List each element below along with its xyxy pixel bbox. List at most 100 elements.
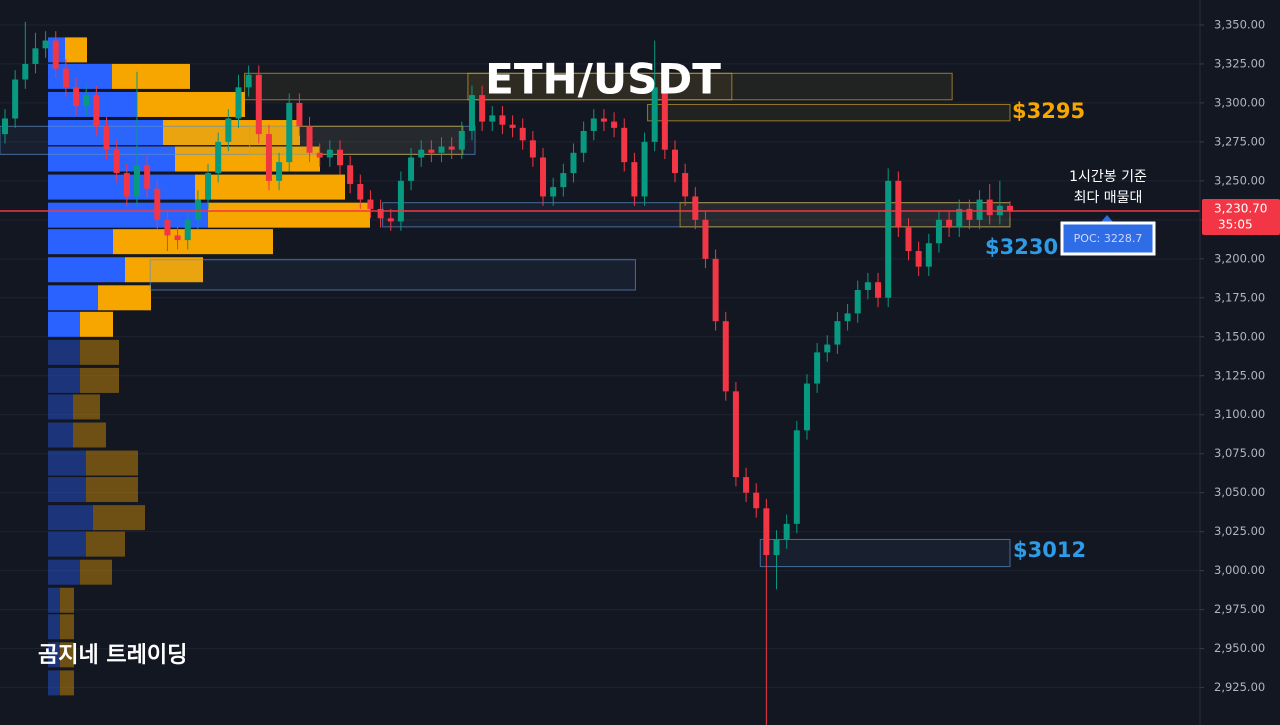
y-tick-label: 2,950.00 <box>1214 641 1265 655</box>
profile-buy-bar <box>48 174 195 200</box>
profile-sell-bar <box>60 614 74 640</box>
profile-sell-bar <box>60 670 74 696</box>
candle-body <box>428 149 435 153</box>
zone-box <box>149 259 636 291</box>
candle-body <box>387 218 394 222</box>
candle-body <box>844 313 851 322</box>
candle-body <box>479 95 486 122</box>
profile-buy-bar <box>48 505 93 531</box>
candle-body <box>225 118 232 142</box>
candle-body <box>803 383 810 431</box>
profile-sell-bar <box>80 559 112 585</box>
candle-body <box>306 126 313 153</box>
profile-sell-bar <box>80 367 119 393</box>
candle-body <box>458 130 465 150</box>
candle-body <box>62 68 69 88</box>
candle-body <box>682 173 689 197</box>
candle-body <box>1007 205 1013 211</box>
y-tick-label: 3,075.00 <box>1214 446 1265 460</box>
watermark: 곰지네 트레이딩 <box>38 643 187 668</box>
candle-body <box>489 115 496 122</box>
candle-body <box>702 219 709 259</box>
profile-buy-bar <box>48 642 60 668</box>
candle-body <box>286 102 293 163</box>
candle-body <box>316 152 323 158</box>
candle-body <box>22 63 29 80</box>
profile-buy-bar <box>48 477 86 503</box>
zone-box <box>249 125 464 155</box>
candle-body <box>550 187 557 197</box>
candle-body <box>875 282 882 298</box>
candle-body <box>925 243 932 267</box>
profile-sell-bar <box>86 450 138 476</box>
candle-body <box>509 124 516 128</box>
candle-body <box>966 208 973 220</box>
candle-body <box>621 127 628 163</box>
y-tick-label: 3,350.00 <box>1214 17 1265 31</box>
candle-body <box>42 40 49 49</box>
profile-sell-bar <box>60 642 74 668</box>
profile-sell-bar <box>80 339 119 365</box>
candle-body <box>986 199 993 216</box>
candle-body <box>347 165 354 184</box>
candle-body <box>12 79 19 119</box>
zone-box <box>467 72 733 101</box>
price-annotation: $3012 <box>1013 538 1086 562</box>
y-tick-label: 2,925.00 <box>1214 680 1265 694</box>
y-tick-label: 3,200.00 <box>1214 251 1265 265</box>
candle-body <box>743 477 750 493</box>
candle-body <box>367 199 374 209</box>
candle-body <box>2 118 8 135</box>
candle-body <box>864 282 871 290</box>
candle-body <box>540 157 547 197</box>
candle-body <box>52 40 59 69</box>
candle-body <box>651 87 658 142</box>
candle-body <box>194 199 201 220</box>
y-tick-label: 3,300.00 <box>1214 95 1265 109</box>
candle-body <box>641 141 648 197</box>
candle-body <box>560 173 567 188</box>
y-tick-label: 3,125.00 <box>1214 368 1265 382</box>
profile-sell-bar <box>113 229 273 255</box>
y-tick-label: 3,250.00 <box>1214 173 1265 187</box>
candle-body <box>245 74 252 88</box>
countdown-label: 35:05 <box>1218 217 1253 231</box>
candle-body <box>113 149 120 174</box>
y-tick-label: 3,100.00 <box>1214 407 1265 421</box>
candle-body <box>854 290 861 314</box>
candle-body <box>935 219 942 244</box>
y-tick-label: 3,150.00 <box>1214 329 1265 343</box>
candle-body <box>468 95 475 131</box>
profile-buy-bar <box>48 146 175 172</box>
note: 최다 매물대 <box>1074 190 1143 206</box>
candle-body <box>164 219 171 236</box>
candle-body <box>712 258 719 322</box>
candle-body <box>154 188 161 220</box>
candle-body <box>753 492 760 509</box>
profile-buy-bar <box>48 339 80 365</box>
candle-body <box>133 165 140 197</box>
profile-buy-bar <box>48 670 60 696</box>
candle-body <box>905 227 912 252</box>
price-annotation: $3230 <box>985 235 1058 259</box>
profile-sell-bar <box>86 531 125 557</box>
candle-body <box>672 149 678 174</box>
profile-buy-bar <box>48 229 113 255</box>
price-annotation: $3295 <box>1012 99 1085 123</box>
profile-sell-bar <box>73 422 106 448</box>
candle-body <box>763 508 770 556</box>
candle-body <box>357 183 364 200</box>
note-pointer <box>1101 215 1113 222</box>
candle-body <box>631 162 638 197</box>
last-price-label: 3,230.70 <box>1214 201 1267 215</box>
profile-buy-bar <box>48 614 60 640</box>
profile-buy-bar <box>48 422 73 448</box>
zone-box <box>244 72 953 101</box>
profile-sell-bar <box>98 285 151 311</box>
profile-buy-bar <box>48 311 80 337</box>
profile-sell-bar <box>112 63 190 89</box>
profile-buy-bar <box>48 450 86 476</box>
profile-buy-bar <box>48 367 80 393</box>
profile-sell-bar <box>163 120 300 146</box>
